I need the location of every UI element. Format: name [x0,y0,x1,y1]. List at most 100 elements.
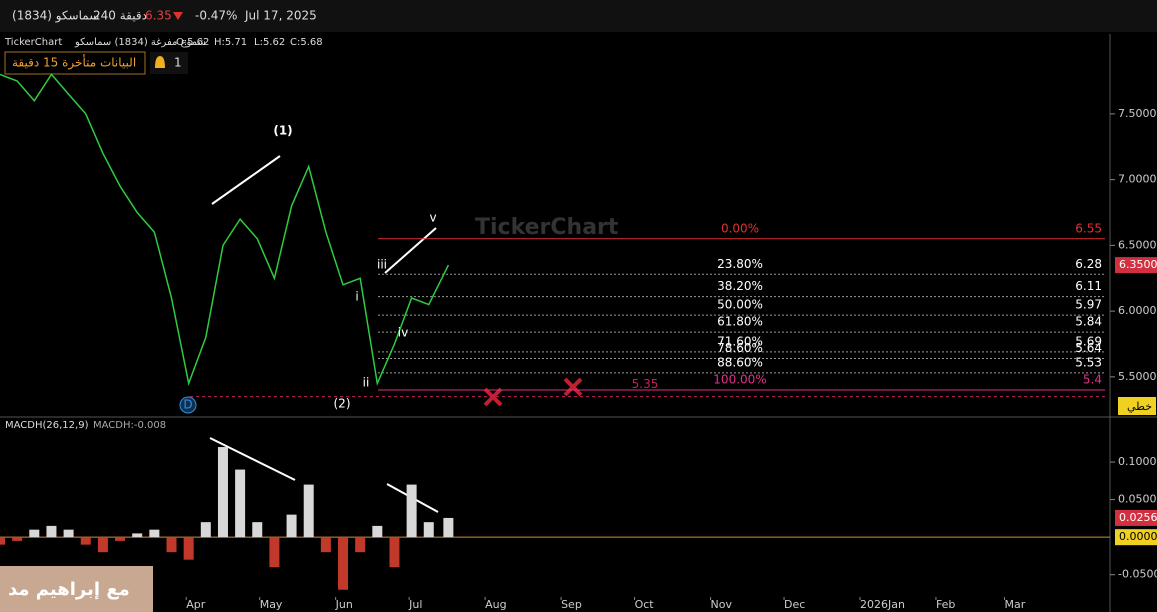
fib-price: 5.53 [1075,355,1102,369]
value-tag [1115,509,1157,526]
histogram-bar [286,514,297,538]
fib-percent: 23.80% [717,257,763,271]
histogram-bar [12,537,23,541]
info-description: شموع مفرغة (1834) سماسكو [74,37,206,48]
y-tick-label: 6.0000 [1118,304,1157,317]
caption-box [0,566,153,612]
cross-mark [563,377,583,397]
alert-count: 1 [174,56,182,70]
x-tick-label: 2026Jan [860,598,905,611]
info-source: TickerChart [4,37,62,48]
delay-box [4,51,146,75]
histogram-bar [235,469,246,538]
trendline [384,227,437,274]
histogram-bar [132,533,143,538]
value-tag-label: 0.0000 [1119,530,1157,543]
fib-price: 5.69 [1075,334,1102,348]
histogram-bar [80,537,91,545]
histogram-bar [115,537,126,541]
y-tick-label: 0.0500 [1118,493,1157,506]
x-tick-label: Mar [1005,598,1026,611]
histogram-bar [303,484,314,538]
trendline [211,155,281,205]
y-tick-label: 7.0000 [1118,173,1157,186]
fib-percent: 88.60% [717,355,763,369]
wave-label: D [183,398,192,412]
interval: 240 دقيقة [93,9,147,23]
x-tick-label: Apr [186,598,206,611]
value-tag-label: 6.3500 [1119,258,1157,271]
fib-percent: 71.60% [717,334,763,348]
fib-percent: 50.00% [717,298,763,312]
histogram-bar [166,537,177,553]
y-tick-label: 5.5000 [1118,370,1157,383]
watermark: TickerChart [475,215,619,240]
histogram-bar [443,517,454,538]
fib-price: 5.64 [1075,341,1102,355]
x-tick-label: Dec [784,598,805,611]
histogram-bar [338,537,349,590]
wave-label: i [355,290,358,304]
histogram-bar [0,537,5,545]
histogram-bar [97,537,108,553]
histogram-bar [269,537,280,568]
style-button-label: خطي [1127,400,1152,413]
info-open: O:5.62 [176,37,209,48]
x-tick-label: Aug [485,598,506,611]
histogram-bar [29,529,40,538]
histogram-bar [406,484,417,538]
change: -0.47% [195,9,237,23]
x-tick-label: Sep [561,598,582,611]
wave-label: v [429,211,436,225]
histogram-bar [423,522,434,538]
x-tick-label: Oct [635,598,655,611]
fib-price: 5.97 [1075,298,1102,312]
wave-circle [179,396,197,414]
value-tag [1115,257,1157,274]
wave-label: (1) [273,124,292,138]
histogram-bar [355,537,366,553]
wave-label: iii [377,258,387,272]
x-tick-label: Feb [936,598,955,611]
histogram-bar [63,529,74,538]
value-tag [1115,529,1157,546]
top-bar [0,0,1157,32]
price: 6.35 [145,9,172,23]
fib-percent: 38.20% [717,279,763,293]
histogram-bar [372,525,383,538]
symbol: سماسكو (1834) [12,9,99,24]
date: Jul 17, 2025 [244,9,317,23]
support-label: 5.35 [632,377,659,391]
histogram-bar [320,537,331,553]
fib-price: 6.28 [1075,257,1102,271]
panel-title: MACDH(26,12,9) [5,420,89,431]
bell-icon [155,56,165,68]
histogram-bar [46,525,57,538]
trendline [209,437,296,481]
delay-notice: البيانات متأخرة 15 دقيقة [12,54,136,71]
y-tick-label: 7.5000 [1118,107,1157,120]
wave-label: iv [398,326,408,340]
fib-percent: 78.60% [717,341,763,355]
histogram-bar [217,447,228,538]
fib-price: 6.55 [1075,221,1102,235]
down-arrow [173,12,183,20]
histogram-bar [389,537,400,568]
y-tick-label: -0.0500 [1118,568,1157,581]
y-tick-label: 6.5000 [1118,238,1157,251]
info-low: L:5.62 [254,37,285,48]
histogram-bar [252,522,263,538]
info-high: H:5.71 [214,37,247,48]
x-tick-label: Jul [408,598,422,611]
panel-subtitle: MACDH:-0.008 [93,420,166,431]
x-tick-label: Nov [711,598,733,611]
histogram-bar [149,529,160,538]
fib-percent: 0.00% [721,221,759,235]
histogram-bar [200,522,211,538]
wave-label: ii [363,376,370,390]
fib-price: 6.11 [1075,279,1102,293]
style-button[interactable] [1118,397,1156,415]
